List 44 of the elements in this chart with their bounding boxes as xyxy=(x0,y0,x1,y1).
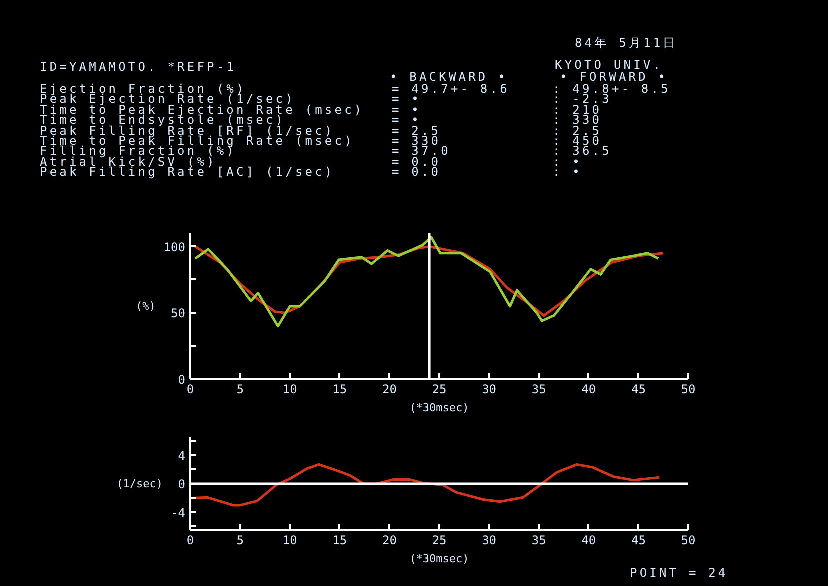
x-tick-label: 50 xyxy=(681,382,696,396)
x-tick-label: 15 xyxy=(332,382,348,396)
x-tick-label: 40 xyxy=(582,382,596,396)
x-tick-label: 20 xyxy=(382,382,397,396)
x-tick-label: 30 xyxy=(482,382,497,396)
text: : 330 xyxy=(553,113,602,128)
text: = 0.0 xyxy=(392,165,442,180)
y-tick-label: 100 xyxy=(164,240,186,254)
x-tick-label: 25 xyxy=(432,382,447,396)
y-tick-label: 0 xyxy=(178,373,186,387)
x-tick-label: 0 xyxy=(186,534,194,548)
x-tick-label: 10 xyxy=(282,534,298,548)
x-tick-label: 0 xyxy=(186,382,194,396)
x-tick-label: 15 xyxy=(332,534,348,548)
x-tick-label: 5 xyxy=(236,382,244,396)
y-axis-title: (1/sec) xyxy=(116,478,164,490)
x-tick-label: 10 xyxy=(282,382,298,396)
x-tick-label: 50 xyxy=(681,534,696,548)
x-tick-label: 40 xyxy=(582,534,596,548)
text: • BACKWARD • xyxy=(390,70,508,84)
text: 84年 5月11日 xyxy=(575,36,678,50)
x-tick-label: 25 xyxy=(432,534,447,548)
line-series xyxy=(194,236,660,328)
x-tick-label: 5 xyxy=(236,534,244,548)
x-tick-label: 20 xyxy=(382,534,397,548)
y-axis-title: (%) xyxy=(136,300,156,313)
y-tick-label: 4 xyxy=(178,448,186,463)
x-tick-label: 35 xyxy=(532,382,546,396)
text: : -2.3 xyxy=(553,92,612,106)
y-tick-label: 50 xyxy=(171,306,186,321)
x-tick-label: 45 xyxy=(631,382,646,396)
text: = 37.0 xyxy=(392,144,451,158)
x-axis-title: (*30msec) xyxy=(410,402,470,414)
line-series xyxy=(191,463,661,507)
text: KYOTO UNIV. xyxy=(555,58,664,72)
text: ID=YAMAMOTO. *REFP-1 xyxy=(40,60,236,74)
x-tick-label: 30 xyxy=(482,534,497,548)
x-axis-title: (*30msec) xyxy=(410,552,470,566)
y-tick-label: -4 xyxy=(171,506,186,520)
x-tick-label: 35 xyxy=(532,534,546,548)
text: POINT = 24 xyxy=(630,566,728,580)
x-tick-label: 45 xyxy=(631,534,646,548)
text: • FORWARD • xyxy=(560,70,668,84)
y-tick-label: 0 xyxy=(178,478,186,492)
